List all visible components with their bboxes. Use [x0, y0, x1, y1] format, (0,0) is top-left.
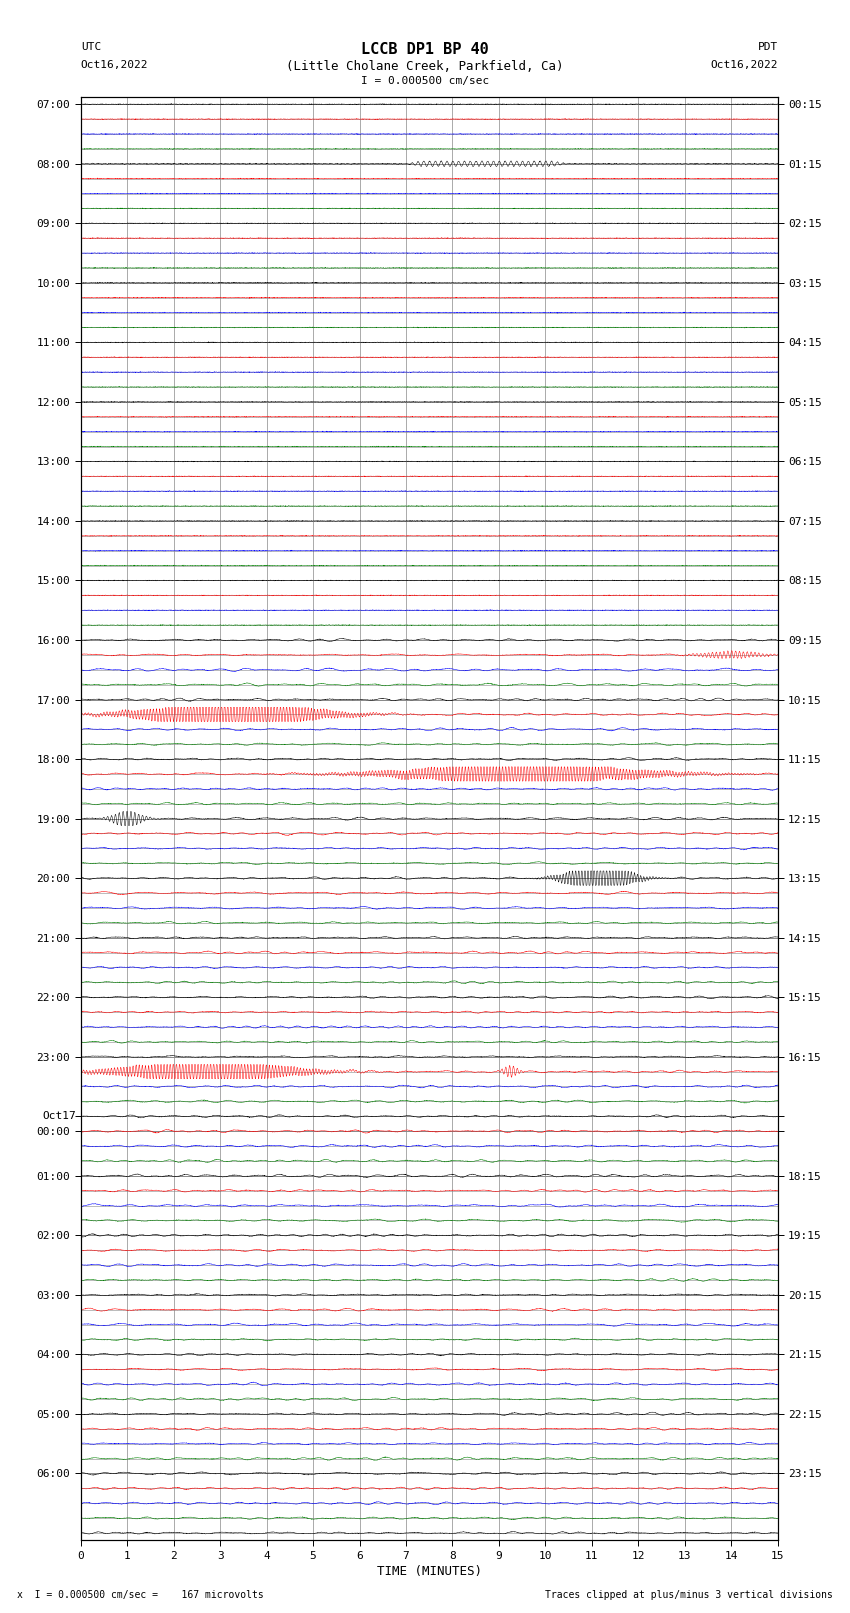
Text: x  I = 0.000500 cm/sec =    167 microvolts: x I = 0.000500 cm/sec = 167 microvolts — [17, 1590, 264, 1600]
Text: (Little Cholane Creek, Parkfield, Ca): (Little Cholane Creek, Parkfield, Ca) — [286, 60, 564, 73]
Text: Oct16,2022: Oct16,2022 — [711, 60, 778, 69]
Text: UTC: UTC — [81, 42, 101, 52]
Text: I = 0.000500 cm/sec: I = 0.000500 cm/sec — [361, 76, 489, 85]
Text: Oct17: Oct17 — [42, 1111, 76, 1121]
Text: Traces clipped at plus/minus 3 vertical divisions: Traces clipped at plus/minus 3 vertical … — [545, 1590, 833, 1600]
Text: LCCB DP1 BP 40: LCCB DP1 BP 40 — [361, 42, 489, 56]
Text: PDT: PDT — [757, 42, 778, 52]
Text: Oct16,2022: Oct16,2022 — [81, 60, 148, 69]
X-axis label: TIME (MINUTES): TIME (MINUTES) — [377, 1565, 482, 1578]
